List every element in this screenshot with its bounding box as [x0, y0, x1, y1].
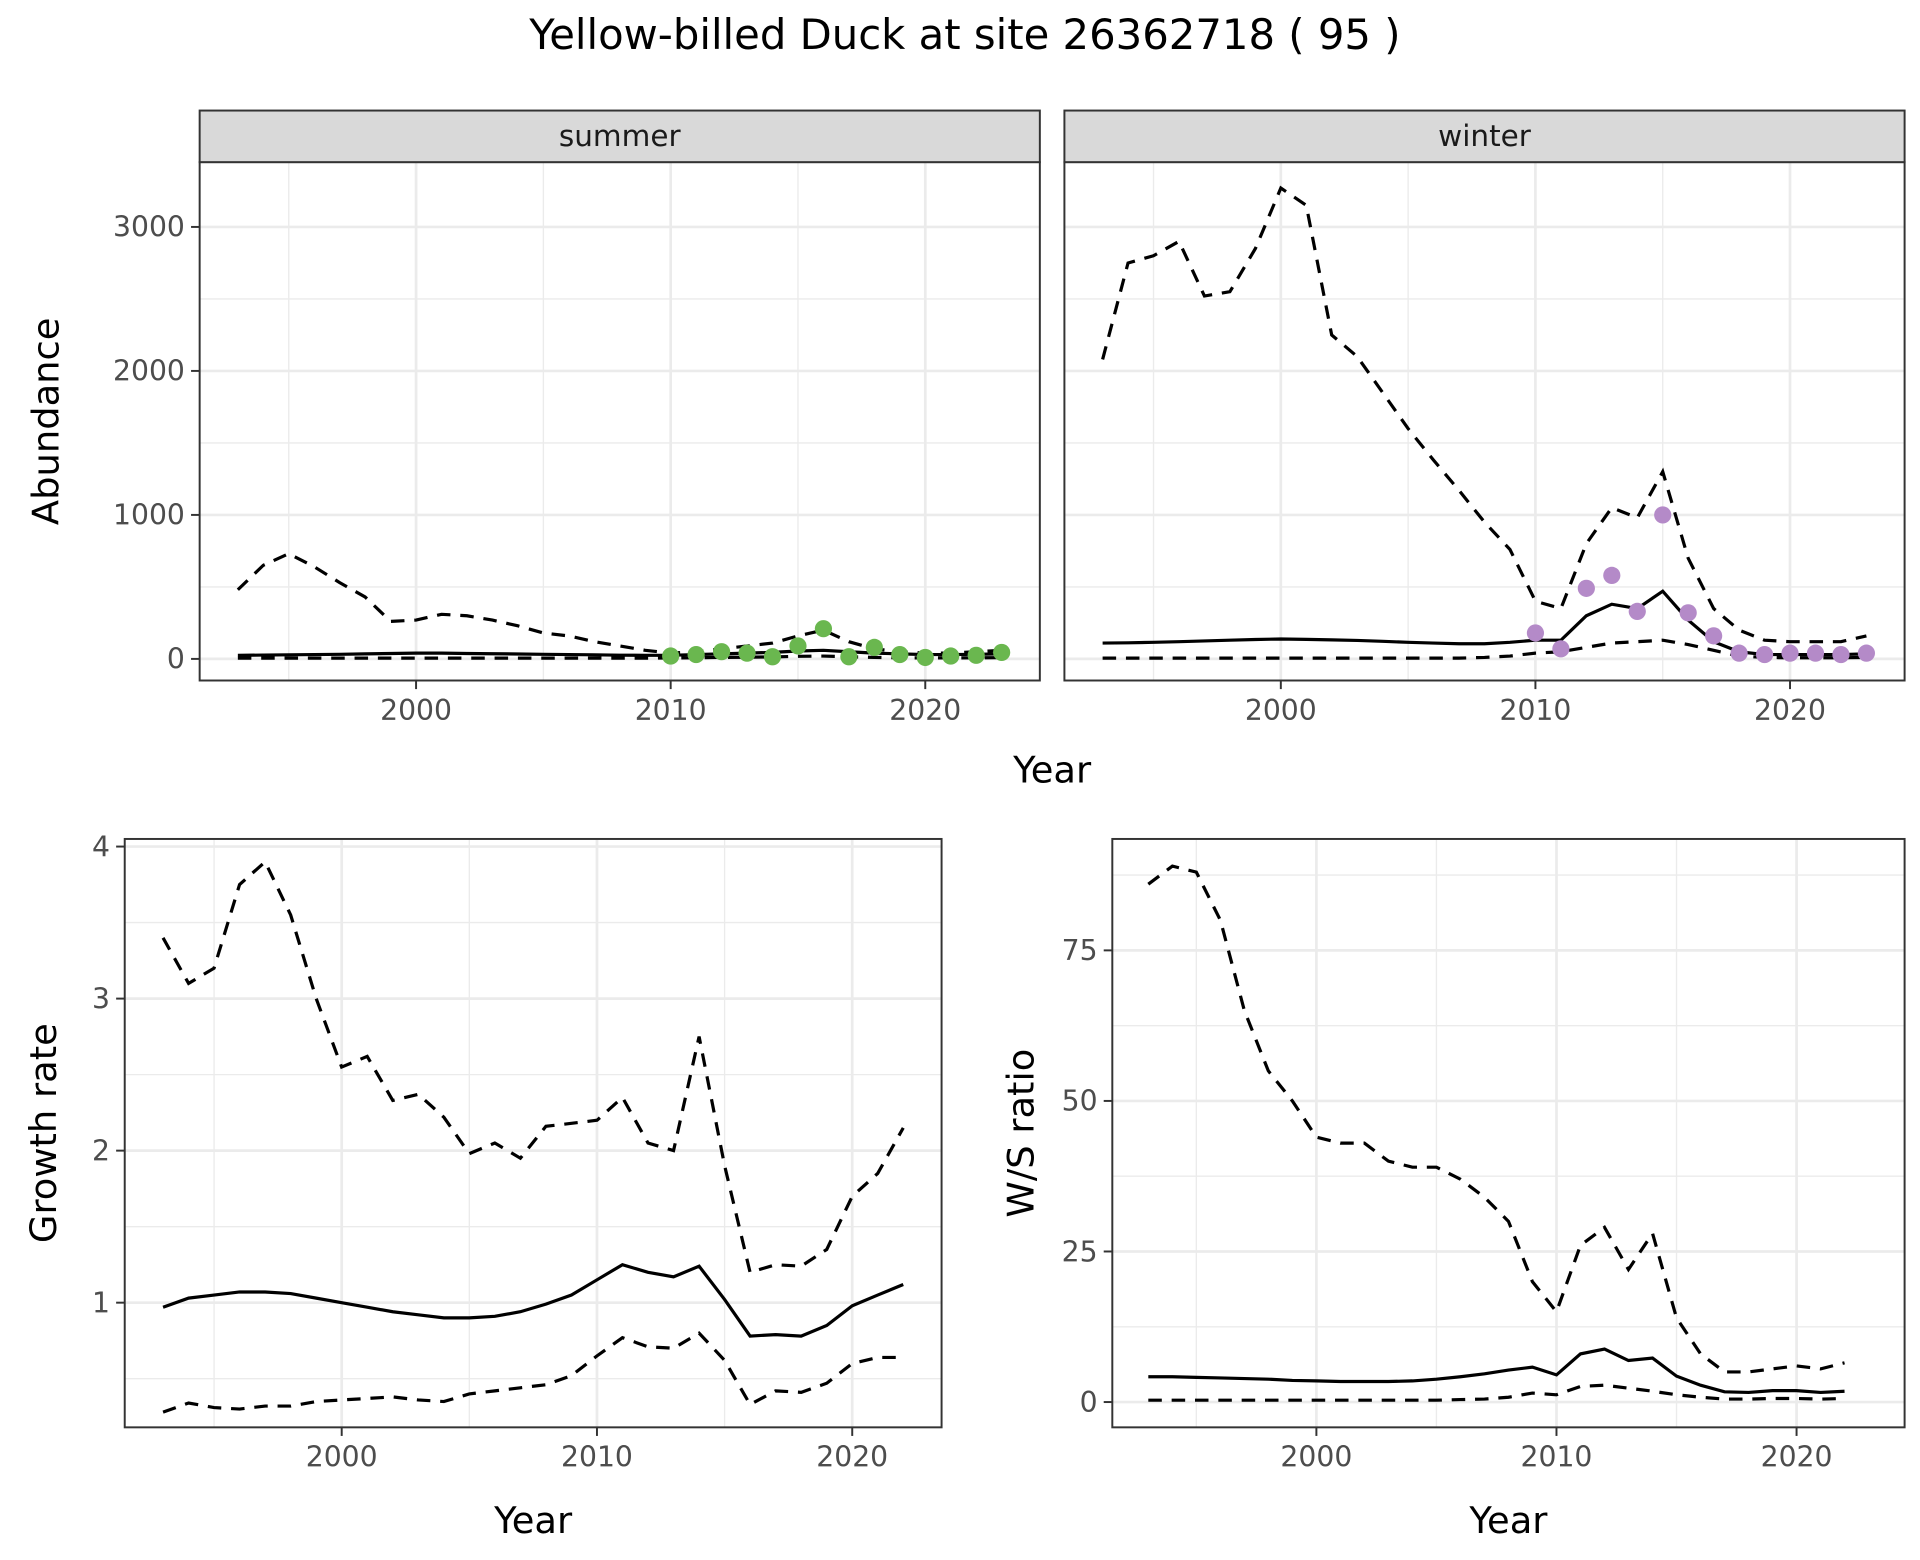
observed-point: [814, 620, 833, 638]
observed-point: [1730, 644, 1748, 662]
facet-label: winter: [1438, 119, 1532, 153]
x-tick-label: 2010: [1521, 1441, 1593, 1474]
x-tick-label: 2020: [816, 1441, 888, 1474]
x-tick-label: 2010: [635, 694, 707, 727]
observed-point: [1832, 645, 1850, 664]
observed-point: [840, 648, 858, 666]
observed-point: [1577, 579, 1595, 597]
x-tick-label: 2010: [561, 1441, 633, 1474]
observed-point: [1603, 566, 1621, 584]
panel-winter: winter 2000 2010 2020: [1063, 109, 1906, 727]
estimate-line: [1148, 1347, 1845, 1395]
observed-point: [916, 648, 934, 667]
x-tick-label: 2020: [1761, 1441, 1833, 1474]
observed-point: [942, 647, 960, 665]
observed-point: [865, 638, 883, 656]
observed-point: [1857, 644, 1876, 662]
y-tick-label: 3000: [113, 211, 185, 244]
x-tick-label: 2000: [380, 694, 452, 727]
observed-point: [763, 648, 782, 666]
panel-background: [1112, 838, 1905, 1428]
y-tick-label: 2: [92, 1134, 110, 1167]
lower-bound-line: [162, 1331, 904, 1414]
panel-background: [199, 162, 1040, 681]
observed-point: [662, 647, 680, 665]
y-tick-label: 75: [1062, 934, 1098, 967]
x-tick-label: 2000: [1280, 1441, 1352, 1474]
observed-point: [1654, 506, 1672, 524]
x-tick-label: 2000: [1245, 694, 1317, 727]
observed-point: [712, 643, 731, 661]
estimate-line: [162, 1262, 904, 1338]
x-tick-label: 2010: [1499, 694, 1571, 727]
y-tick-label: 1: [92, 1286, 110, 1319]
x-axis-label: Year: [493, 1499, 573, 1542]
x-tick-label: 2020: [889, 694, 961, 727]
panel-background: [124, 838, 942, 1428]
facet-strip: [198, 109, 1041, 164]
observed-point: [891, 645, 909, 664]
upper-bound-line: [161, 859, 905, 1275]
y-tick-label: 3: [92, 982, 110, 1015]
y-tick-label: 2000: [113, 355, 185, 388]
facet-strip: [1063, 109, 1906, 164]
x-axis-label: Year: [1468, 1499, 1548, 1542]
panel-border: [1111, 837, 1906, 1429]
upper-bound-line: [1147, 864, 1845, 1374]
y-tick-label: 50: [1062, 1085, 1098, 1118]
figure-title: Yellow-billed Duck at site 26362718 ( 95…: [528, 10, 1400, 59]
y-tick-label: 25: [1062, 1235, 1098, 1268]
panel-2: 2000 2010 2020 1 2 3 4 Growth rate Year: [22, 830, 943, 1542]
observed-point: [1552, 640, 1570, 658]
y-axis-label: Growth rate: [22, 1023, 65, 1243]
y-tick-label: 0: [167, 643, 185, 676]
observed-point: [738, 644, 756, 662]
upper-bound-line: [1101, 185, 1867, 644]
observed-point: [687, 645, 705, 664]
observed-point: [967, 646, 985, 664]
observed-point: [993, 643, 1011, 662]
observed-point: [1679, 604, 1697, 622]
observed-point: [1781, 644, 1799, 662]
observed-point: [1526, 624, 1545, 642]
y-tick-label: 4: [92, 830, 110, 863]
x-tick-label: 2020: [1754, 694, 1826, 727]
y-axis-label: W/S ratio: [1000, 1049, 1043, 1218]
observed-point: [1806, 644, 1825, 662]
x-tick-label: 2000: [306, 1441, 378, 1474]
lower-bound-line: [237, 654, 1002, 660]
observed-point: [789, 637, 807, 655]
panel-border: [123, 837, 943, 1429]
panel-background: [1064, 162, 1905, 681]
panel-summer: summer 2000 2010 2020 0 1000 2000 3000 Abundance: [24, 109, 1041, 727]
observed-point: [1755, 645, 1774, 664]
facet-label: summer: [559, 119, 682, 153]
y-axis-label: Abundance: [24, 318, 67, 526]
y-tick-label: 1000: [113, 499, 185, 532]
observed-point: [1628, 602, 1646, 620]
y-tick-label: 0: [1080, 1386, 1098, 1419]
x-axis-label: Year: [1012, 748, 1092, 791]
panel-3: 2000 2010 2020 0 25 50 75 W/S ratio Year: [1000, 837, 1906, 1542]
observed-point: [1705, 627, 1723, 645]
